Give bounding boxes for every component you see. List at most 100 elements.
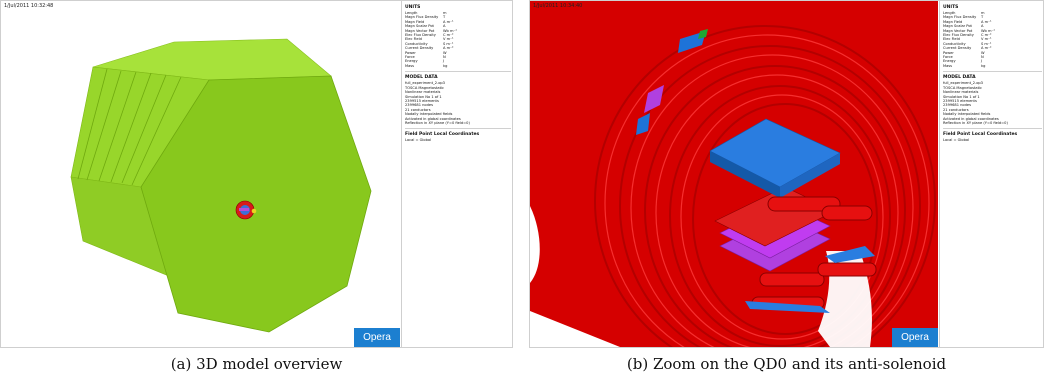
- unit-name: Energy: [405, 59, 418, 64]
- unit-row: Energy J: [943, 59, 1042, 63]
- unit-value: kg: [981, 63, 986, 68]
- model-data-list: full_experiment_2.op3 TOSCA Magnetostatic…: [943, 81, 1042, 125]
- field-point-title: Field Point Local Coordinates: [405, 132, 480, 138]
- unit-value: m: [443, 11, 447, 15]
- unit-name: Magn Flux Density: [943, 15, 977, 20]
- unit-row: Magn Flux Density T: [405, 15, 511, 19]
- unit-value: A m⁻²: [981, 46, 992, 51]
- model-overview-graphic: [70, 38, 372, 333]
- opera-logo: Opera: [892, 328, 938, 347]
- info-panel: UNITS Length m Magn Flux Density T Magn Fiel…: [939, 1, 1043, 347]
- unit-row: Conductivity S m⁻¹: [943, 42, 1042, 46]
- unit-row: Magn Vector Pot Wb m⁻¹: [405, 29, 511, 33]
- unit-row: Force N: [943, 55, 1042, 59]
- unit-name: Elec Field: [943, 37, 960, 42]
- unit-name: Magn Scalar Pot: [943, 24, 972, 29]
- model-data-line: Nonlinear materials: [943, 90, 979, 95]
- timestamp: 1/Jul/2011 10:32:48: [4, 3, 54, 9]
- unit-value: A m⁻¹: [443, 19, 454, 24]
- unit-value: W: [443, 50, 447, 55]
- caption-b: (b) Zoom on the QD0 and its anti-solenoi…: [626, 355, 947, 373]
- unit-row: Energy J: [405, 59, 511, 63]
- units-list: Length m Magn Flux Density T Magn Field A m⁻¹…: [943, 11, 1042, 68]
- field-point-line: Local = Global: [405, 138, 432, 143]
- unit-value: J: [443, 59, 445, 64]
- unit-value: T: [981, 15, 984, 20]
- units-title: UNITS: [405, 5, 421, 10]
- field-point-list: Local = Global: [405, 138, 511, 142]
- model-data-line: Reflection in XY plane (Y=0 field=0): [943, 120, 1008, 125]
- model-data-list: full_experiment_2.op3 TOSCA Magnetostatic…: [405, 81, 511, 125]
- unit-name: Power: [405, 50, 416, 55]
- model-data-line: Nodally interpolated fields: [405, 112, 453, 117]
- model-data-title: MODEL DATA: [405, 75, 438, 81]
- qd0-zoom-graphic: [530, 1, 938, 347]
- unit-name: Current Density: [943, 46, 972, 51]
- unit-name: Elec Field: [405, 37, 422, 42]
- field-point-list: Local = Global: [943, 138, 1042, 142]
- unit-name: Force: [405, 55, 415, 60]
- unit-row: Elec Flux Density C m⁻²: [405, 33, 511, 37]
- caption-a: (a) 3D model overview: [170, 355, 343, 373]
- unit-row: Power W: [405, 51, 511, 55]
- unit-value: V m⁻¹: [443, 37, 454, 42]
- model-data-line: 2399515 elements: [943, 98, 977, 103]
- unit-value: A: [981, 24, 984, 29]
- unit-name: Magn Vector Pot: [943, 28, 973, 33]
- viewport-3d[interactable]: 1/Jul/2011 10:32:48 Opera: [1, 1, 400, 347]
- panel-3d-overview: 1/Jul/2011 10:32:48 Opera UNITS Length m M…: [0, 0, 513, 348]
- unit-name: Conductivity: [405, 41, 428, 46]
- info-panel: UNITS Length m Magn Flux Density T Magn Fiel…: [401, 1, 512, 347]
- model-data-line: TOSCA Magnetostatic: [405, 85, 444, 90]
- unit-name: Magn Field: [405, 19, 425, 24]
- unit-name: Current Density: [405, 46, 434, 51]
- viewport-3d[interactable]: 1/Jul/2011 10:34:40 Opera: [530, 1, 938, 347]
- unit-name: Magn Scalar Pot: [405, 24, 434, 29]
- model-data-line: 21 conductors: [405, 107, 431, 112]
- unit-name: Mass: [943, 63, 953, 68]
- model-data-line: Activated in global coordinates: [943, 116, 999, 121]
- opera-logo: Opera: [354, 328, 400, 347]
- model-data-line: 2399681 nodes: [943, 103, 971, 108]
- unit-value: N: [443, 55, 446, 60]
- unit-row: Magn Field A m⁻¹: [943, 20, 1042, 24]
- model-data-line: Reflection in XY plane (Y=0 field=0): [405, 120, 470, 125]
- units-title: UNITS: [943, 5, 959, 10]
- unit-row: Current Density A m⁻²: [943, 46, 1042, 50]
- divider: [943, 128, 1042, 130]
- unit-name: Conductivity: [943, 41, 966, 46]
- unit-value: N: [981, 55, 984, 60]
- unit-row: Elec Field V m⁻¹: [943, 37, 1042, 41]
- unit-value: C m⁻²: [981, 33, 992, 38]
- model-data-line: full_experiment_2.op3: [405, 81, 445, 86]
- model-data-line: Nonlinear materials: [405, 90, 441, 95]
- unit-name: Length: [943, 11, 956, 15]
- unit-name: Magn Flux Density: [405, 15, 439, 20]
- unit-value: J: [981, 59, 983, 64]
- model-data-line: 2399681 nodes: [405, 103, 433, 108]
- unit-row: Magn Scalar Pot A: [405, 24, 511, 28]
- model-data-line: Simulation No 1 of 1: [405, 94, 442, 99]
- unit-row: Mass kg: [943, 64, 1042, 68]
- unit-value: m: [981, 11, 985, 15]
- unit-name: Energy: [943, 59, 956, 64]
- unit-value: S m⁻¹: [981, 41, 992, 46]
- model-data-line: Simulation No 1 of 1: [943, 94, 980, 99]
- divider: [943, 71, 1042, 73]
- unit-row: Power W: [943, 51, 1042, 55]
- unit-row: Conductivity S m⁻¹: [405, 42, 511, 46]
- unit-row: Length m: [943, 11, 1042, 15]
- unit-name: Mass: [405, 63, 415, 68]
- unit-row: Current Density A m⁻²: [405, 46, 511, 50]
- unit-name: Force: [943, 55, 953, 60]
- unit-name: Magn Field: [943, 19, 963, 24]
- unit-value: A: [443, 24, 446, 29]
- timestamp: 1/Jul/2011 10:34:40: [533, 3, 583, 9]
- unit-value: S m⁻¹: [443, 41, 454, 46]
- unit-row: Mass kg: [405, 64, 511, 68]
- model-data-line: Activated in global coordinates: [405, 116, 461, 121]
- unit-value: Wb m⁻¹: [981, 28, 995, 33]
- field-point-title: Field Point Local Coordinates: [943, 132, 1018, 138]
- model-data-line: 2399515 elements: [405, 98, 439, 103]
- model-data-line: TOSCA Magnetostatic: [943, 85, 982, 90]
